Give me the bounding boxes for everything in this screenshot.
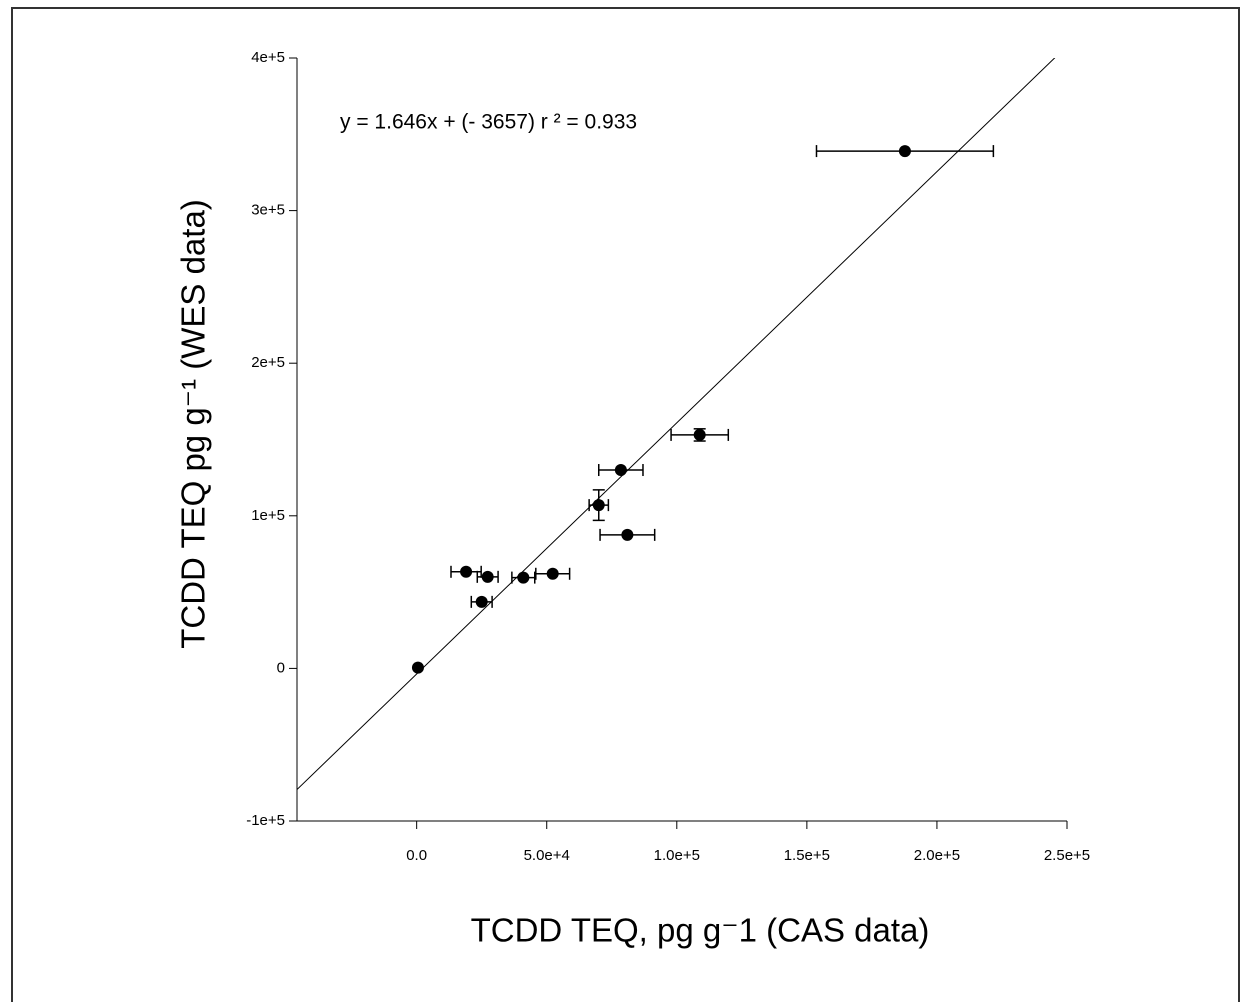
fit-line: [297, 58, 1056, 790]
annotation: y = 1.646x + (- 3657) r ² = 0.933: [340, 111, 637, 134]
x-axis-title: TCDD TEQ, pg g⁻1 (CAS data): [471, 912, 930, 949]
data-point: [898, 145, 911, 158]
x-tick-label: 2.0e+5: [914, 847, 960, 864]
frame: [11, 7, 1240, 1007]
data-point: [592, 499, 605, 512]
fit-line-group: [297, 58, 1056, 790]
data-point: [475, 595, 488, 608]
data-point: [621, 528, 634, 541]
x-tick-label: 0.0: [406, 847, 427, 864]
data-point: [517, 571, 530, 584]
x-tick-label: 2.5e+5: [1044, 847, 1090, 864]
data-point: [460, 565, 473, 578]
x-tick-label: 5.0e+4: [524, 847, 570, 864]
data-point: [614, 464, 627, 477]
y-tick-label: 1e+5: [251, 507, 285, 524]
x-tick-label: 1.5e+5: [784, 847, 830, 864]
y-tick-label: 2e+5: [251, 354, 285, 371]
y-tick-label: 0: [277, 659, 285, 676]
data-point: [546, 567, 559, 580]
data-point: [693, 428, 706, 441]
y-axis-title: TCDD TEQ pg g⁻¹ (WES data): [175, 199, 212, 649]
y-tick-label: 3e+5: [251, 202, 285, 219]
y-tick-label: 4e+5: [251, 49, 285, 66]
data-point: [411, 661, 424, 674]
x-tick-label: 1.0e+5: [654, 847, 700, 864]
y-tick-label: -1e+5: [246, 812, 285, 829]
data-point: [481, 570, 494, 583]
